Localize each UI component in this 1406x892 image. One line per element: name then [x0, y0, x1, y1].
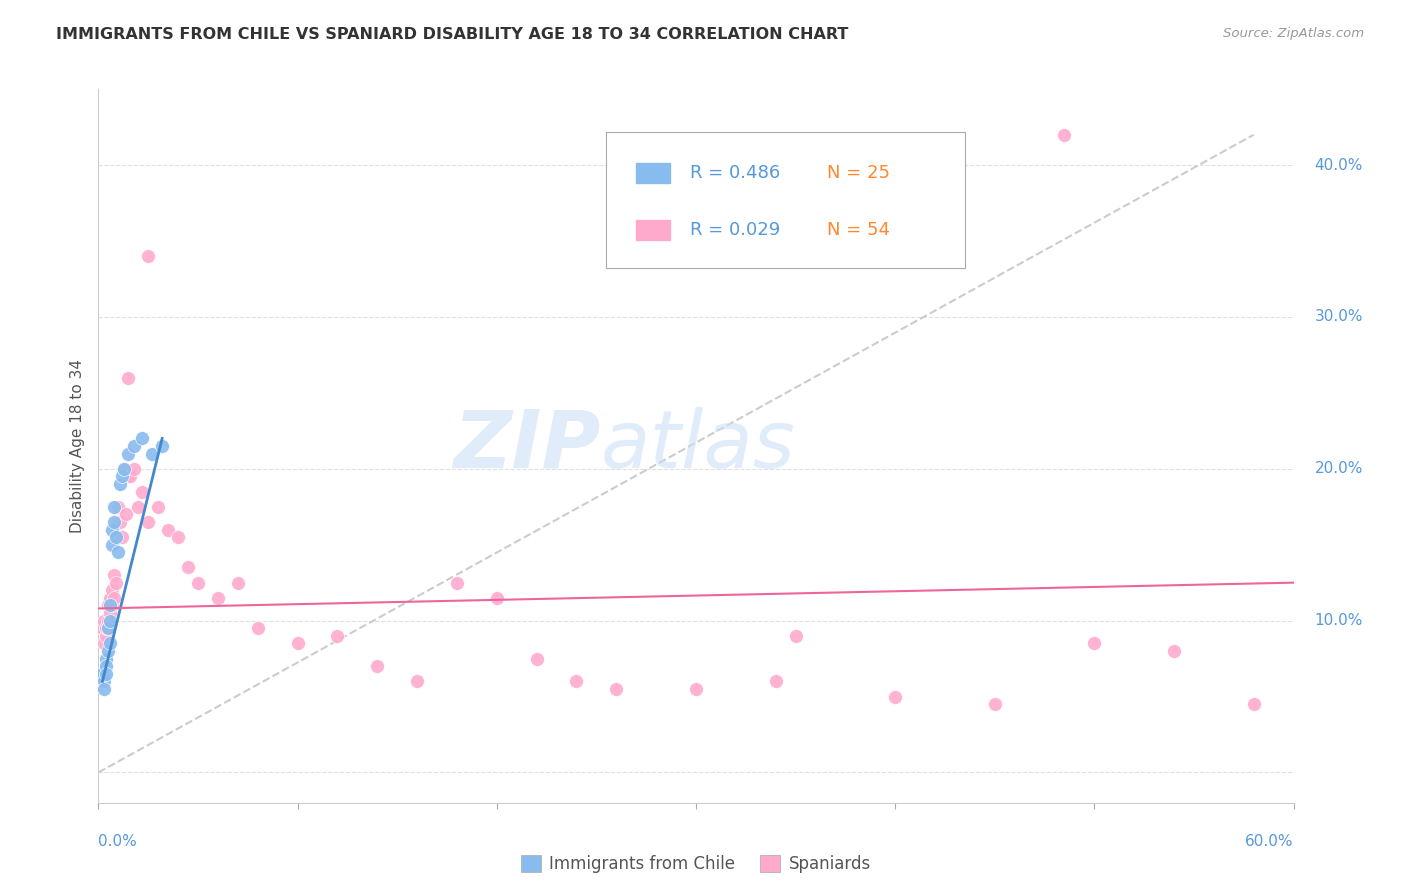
Point	[101, 523, 124, 537]
FancyBboxPatch shape	[606, 132, 965, 268]
Text: Source: ZipAtlas.com: Source: ZipAtlas.com	[1223, 27, 1364, 40]
Point	[207, 591, 229, 605]
Point	[91, 666, 114, 681]
Point	[110, 477, 132, 491]
Bar	[636, 220, 669, 240]
Y-axis label: Disability Age 18 to 34: Disability Age 18 to 34	[70, 359, 86, 533]
Point	[98, 599, 122, 613]
Point	[246, 621, 269, 635]
Point	[97, 644, 120, 658]
Point	[93, 681, 115, 696]
Point	[765, 674, 787, 689]
Point	[1053, 128, 1076, 142]
Point	[96, 621, 118, 635]
Point	[97, 621, 120, 635]
Text: 10.0%: 10.0%	[1315, 613, 1362, 628]
Point	[93, 614, 115, 628]
Point	[97, 599, 120, 613]
Point	[124, 439, 146, 453]
Point	[115, 508, 138, 522]
Text: ZIP: ZIP	[453, 407, 600, 485]
Point	[97, 621, 120, 635]
Point	[446, 575, 468, 590]
Point	[96, 659, 118, 673]
Point	[1083, 636, 1105, 650]
Text: N = 25: N = 25	[827, 164, 890, 182]
Point	[117, 469, 139, 483]
Point	[287, 636, 309, 650]
Text: 40.0%: 40.0%	[1315, 158, 1362, 173]
Point	[101, 538, 124, 552]
Text: 60.0%: 60.0%	[1246, 834, 1294, 849]
Point	[97, 614, 120, 628]
Point	[565, 674, 588, 689]
Point	[131, 484, 153, 499]
Text: 0.0%: 0.0%	[98, 834, 138, 849]
Text: R = 0.486: R = 0.486	[690, 164, 780, 182]
Point	[150, 439, 173, 453]
Point	[98, 591, 122, 605]
Point	[117, 370, 139, 384]
Point	[101, 583, 124, 598]
Point	[91, 621, 114, 635]
Point	[136, 515, 159, 529]
Point	[103, 591, 125, 605]
Point	[112, 462, 135, 476]
Point	[526, 651, 548, 665]
Point	[93, 636, 115, 650]
Text: 20.0%: 20.0%	[1315, 461, 1362, 476]
Point	[136, 249, 159, 263]
Point	[117, 447, 139, 461]
Point	[326, 629, 349, 643]
Text: N = 54: N = 54	[827, 221, 890, 239]
Text: IMMIGRANTS FROM CHILE VS SPANIARD DISABILITY AGE 18 TO 34 CORRELATION CHART: IMMIGRANTS FROM CHILE VS SPANIARD DISABI…	[56, 27, 849, 42]
Point	[96, 666, 118, 681]
Point	[103, 568, 125, 582]
Point	[177, 560, 200, 574]
Point	[366, 659, 388, 673]
Point	[127, 500, 149, 514]
Point	[103, 500, 125, 514]
Point	[187, 575, 209, 590]
Legend: Immigrants from Chile, Spaniards: Immigrants from Chile, Spaniards	[515, 848, 877, 880]
Point	[110, 515, 132, 529]
Point	[167, 530, 190, 544]
Text: atlas: atlas	[600, 407, 796, 485]
Point	[485, 591, 508, 605]
Point	[685, 681, 707, 696]
Text: R = 0.029: R = 0.029	[690, 221, 780, 239]
Point	[1243, 697, 1265, 711]
Point	[112, 462, 135, 476]
Point	[131, 431, 153, 445]
Point	[785, 629, 807, 643]
Point	[103, 515, 125, 529]
Point	[141, 447, 163, 461]
Point	[157, 523, 180, 537]
Point	[120, 469, 142, 483]
Point	[111, 530, 134, 544]
Point	[406, 674, 429, 689]
Point	[107, 500, 129, 514]
Point	[96, 651, 118, 665]
Point	[98, 614, 122, 628]
Point	[983, 697, 1005, 711]
Bar	[636, 163, 669, 183]
Point	[101, 599, 124, 613]
Point	[98, 606, 122, 620]
Point	[105, 575, 128, 590]
Point	[105, 530, 128, 544]
Point	[226, 575, 249, 590]
Point	[884, 690, 907, 704]
Point	[605, 681, 627, 696]
Point	[124, 462, 146, 476]
Point	[107, 545, 129, 559]
Point	[93, 674, 115, 689]
Point	[98, 636, 122, 650]
Point	[111, 469, 134, 483]
Point	[148, 500, 170, 514]
Text: 30.0%: 30.0%	[1315, 310, 1362, 325]
Point	[96, 629, 118, 643]
Point	[1163, 644, 1185, 658]
